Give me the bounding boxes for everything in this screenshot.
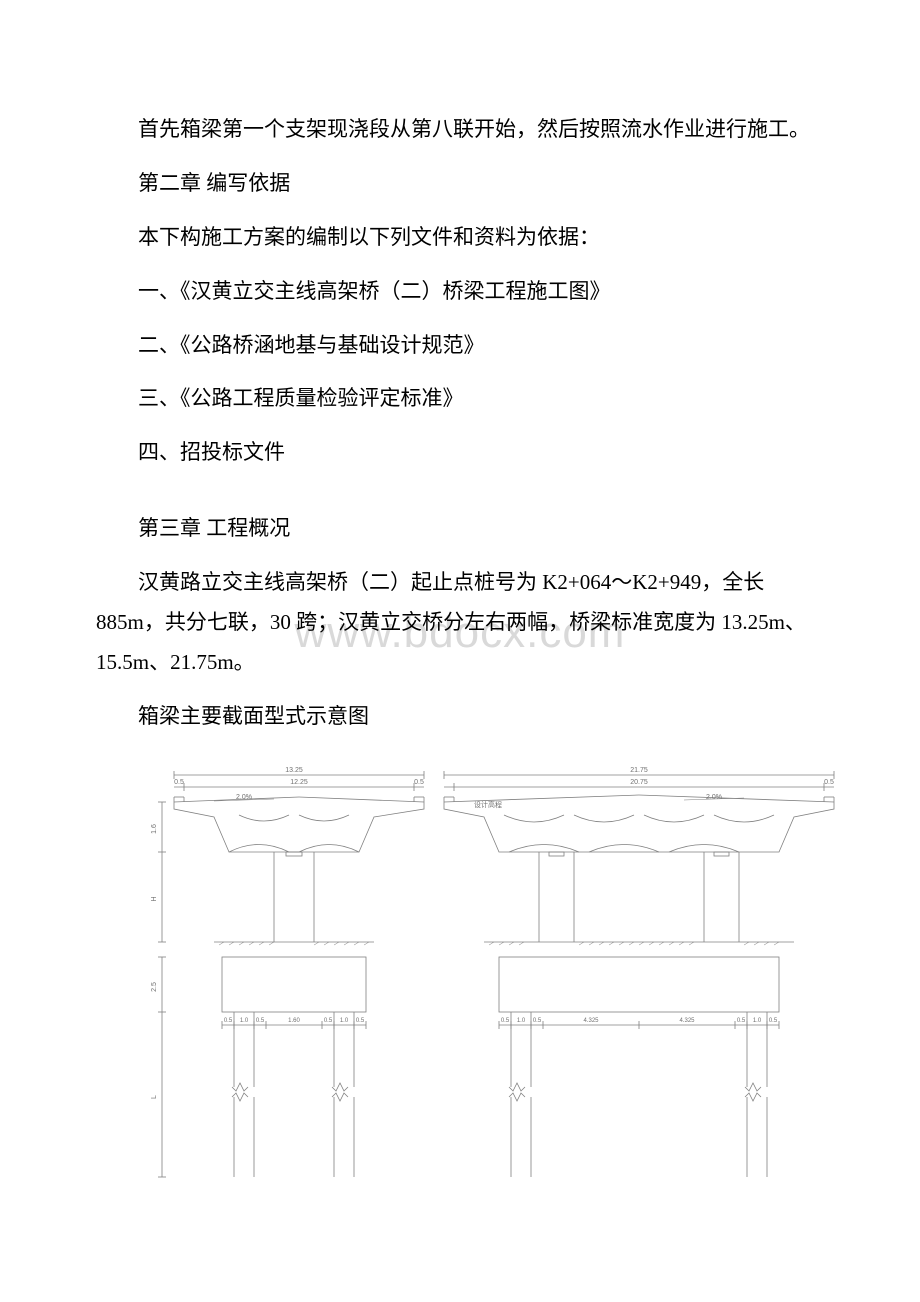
svg-text:H: H xyxy=(151,896,158,901)
svg-text:20.75: 20.75 xyxy=(630,779,648,786)
svg-text:0.5: 0.5 xyxy=(769,1018,778,1024)
svg-text:1.0: 1.0 xyxy=(340,1018,349,1024)
svg-text:12.25: 12.25 xyxy=(290,779,308,786)
left-cross-section: 13.25 0.5 12.25 0.5 xyxy=(151,767,424,1177)
svg-text:0.5: 0.5 xyxy=(324,1018,333,1024)
svg-text:0.5: 0.5 xyxy=(356,1018,365,1024)
svg-text:1.0: 1.0 xyxy=(517,1018,526,1024)
bridge-section-svg: 13.25 0.5 12.25 0.5 xyxy=(144,757,844,1197)
svg-text:1.0: 1.0 xyxy=(753,1018,762,1024)
svg-text:0.5: 0.5 xyxy=(824,779,834,786)
right-cross-section: 21.75 20.75 0.5 设计高程 2.0% xyxy=(444,767,834,1177)
svg-text:1.60: 1.60 xyxy=(288,1018,300,1024)
list-item-2: 二、《公路桥涵地基与基础设计规范》 xyxy=(96,326,824,366)
dim-top-width-left: 13.25 xyxy=(285,767,303,774)
svg-text:0.5: 0.5 xyxy=(533,1018,542,1024)
svg-text:2.5: 2.5 xyxy=(151,982,158,992)
svg-text:1.6: 1.6 xyxy=(151,824,158,834)
svg-text:0.5: 0.5 xyxy=(224,1018,233,1024)
paragraph-1: 首先箱梁第一个支架现浇段从第八联开始，然后按照流水作业进行施工。 xyxy=(96,110,824,150)
cross-section-diagram: 13.25 0.5 12.25 0.5 xyxy=(96,757,824,1197)
svg-text:2.0%: 2.0% xyxy=(706,794,722,801)
svg-text:1.0: 1.0 xyxy=(240,1018,249,1024)
svg-text:4.325: 4.325 xyxy=(583,1018,599,1024)
list-item-3: 三、《公路工程质量检验评定标准》 xyxy=(96,379,824,419)
document-page: 首先箱梁第一个支架现浇段从第八联开始，然后按照流水作业进行施工。 第二章 编写依… xyxy=(0,0,920,1257)
chapter-2-heading: 第二章 编写依据 xyxy=(96,164,824,204)
paragraph-9: 汉黄路立交主线高架桥（二）起止点桩号为 K2+064～K2+949，全长 885… xyxy=(96,563,824,683)
svg-text:0.5: 0.5 xyxy=(737,1018,746,1024)
svg-text:设计高程: 设计高程 xyxy=(474,800,502,809)
chapter-3-heading: 第三章 工程概况 xyxy=(96,509,824,549)
svg-text:L: L xyxy=(151,1095,158,1099)
diagram-caption: 箱梁主要截面型式示意图 xyxy=(96,697,824,737)
svg-text:0.5: 0.5 xyxy=(414,779,424,786)
svg-text:0.5: 0.5 xyxy=(501,1018,510,1024)
svg-text:0.5: 0.5 xyxy=(256,1018,265,1024)
list-item-1: 一、《汉黄立交主线高架桥（二）桥梁工程施工图》 xyxy=(96,272,824,312)
svg-text:4.325: 4.325 xyxy=(679,1018,695,1024)
paragraph-3: 本下构施工方案的编制以下列文件和资料为依据： xyxy=(96,218,824,258)
svg-text:0.5: 0.5 xyxy=(174,779,184,786)
list-item-4: 四、招投标文件 xyxy=(96,433,824,473)
svg-text:21.75: 21.75 xyxy=(630,767,648,774)
